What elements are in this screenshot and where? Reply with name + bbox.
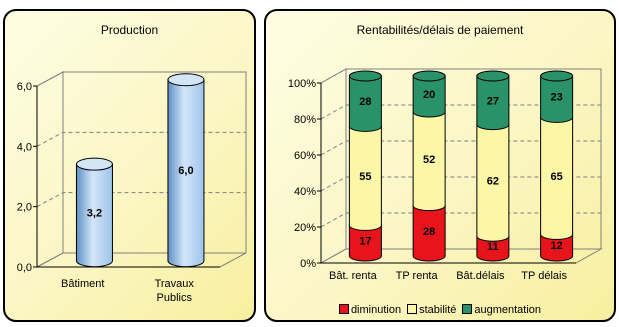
data-label: 11 [487,241,499,253]
x-tick-label: TP renta [396,270,439,282]
bar-segment [412,75,446,118]
legend-item: stabilité [407,304,456,316]
y-tick-label: 0,0 [17,262,32,274]
x-tick-label: Bât.délais [456,270,505,282]
data-label: 3,2 [87,207,102,219]
bar-segment [348,224,382,262]
legend-swatch [462,304,473,314]
x-tick-label: Bâtiment [61,278,104,290]
y-tick-label: 40% [294,186,316,198]
bar-top [412,70,446,82]
x-tick-label: Publics [157,292,193,304]
legend-swatch [338,304,349,314]
side-wall [320,68,347,264]
data-label: 27 [487,95,499,107]
bar [75,163,113,268]
rentabilites-title: Rentabilités/délais de paiement [356,23,524,37]
bar-segment [476,124,510,242]
y-tick-label: 2,0 [17,202,32,214]
data-label: 6,0 [178,165,193,177]
y-tick-label: 60% [294,150,316,162]
rentabilites-panel: Rentabilités/délais de paiement 0% 20% 40%… [264,9,616,322]
gridline [320,104,601,120]
bar-segment [348,75,382,132]
x-tick-label: Travaux [155,278,195,290]
bar-top [75,157,113,171]
legend-label: stabilité [419,304,457,316]
data-label: 20 [423,89,435,101]
data-label: 28 [423,226,435,238]
bar [167,79,205,268]
bar-top [167,73,205,87]
bar-segment [540,116,574,240]
gridline [36,71,246,87]
data-label: 62 [487,175,499,187]
bar-segment [412,205,446,262]
data-label: 55 [359,171,371,183]
floor [36,252,247,268]
legend-item: diminution [338,304,402,316]
bar-top [348,70,382,82]
gridline [320,176,601,192]
bar-top [540,70,574,82]
bar-segment [476,75,510,131]
bar-segment [476,235,510,262]
chart-legend: diminution stabilité augmentation [266,304,614,316]
legend-item: augmentation [462,304,541,316]
legend-swatch [407,304,418,314]
y-tick-label: 0% [300,258,316,270]
gridline [320,140,601,156]
y-tick-label: 6,0 [17,81,32,93]
production-chart: 0,0 2,0 4,0 6,0 3,2 Bâtiment 6,0 Travaux Publics [17,71,247,304]
y-tick-label: 4,0 [17,141,32,153]
gridline [320,212,601,228]
bar-segment [540,233,574,262]
gridline [320,68,601,84]
production-title: Production [100,23,159,37]
x-tick-label: TP délais [521,270,567,282]
production-panel: Production 0,0 2,0 4,0 6,0 3,2 Bâtiment 6,0 Tra… [3,9,256,322]
rentabilites-chart: 0% 20% 40% 60% 80% 100% 17 55 28 Bât. renta 28 52 20… [288,68,603,282]
data-label: 28 [359,96,371,108]
bar-segment [348,125,382,231]
data-label: 65 [551,171,563,183]
gridline [36,192,246,208]
side-wall [36,71,64,268]
gridline [36,131,246,147]
data-label: 52 [423,154,435,166]
data-label: 17 [359,236,371,248]
legend-label: diminution [350,304,402,316]
bar-top [476,70,510,82]
legend-label: augmentation [474,304,542,316]
x-tick-label: Bât. renta [329,270,378,282]
y-tick-label: 20% [294,222,316,234]
bar-segment [540,75,574,123]
data-label: 12 [551,240,563,252]
y-tick-label: 100% [288,78,316,90]
bar-segment [412,111,446,212]
y-tick-label: 80% [294,114,316,126]
data-label: 23 [551,92,563,104]
